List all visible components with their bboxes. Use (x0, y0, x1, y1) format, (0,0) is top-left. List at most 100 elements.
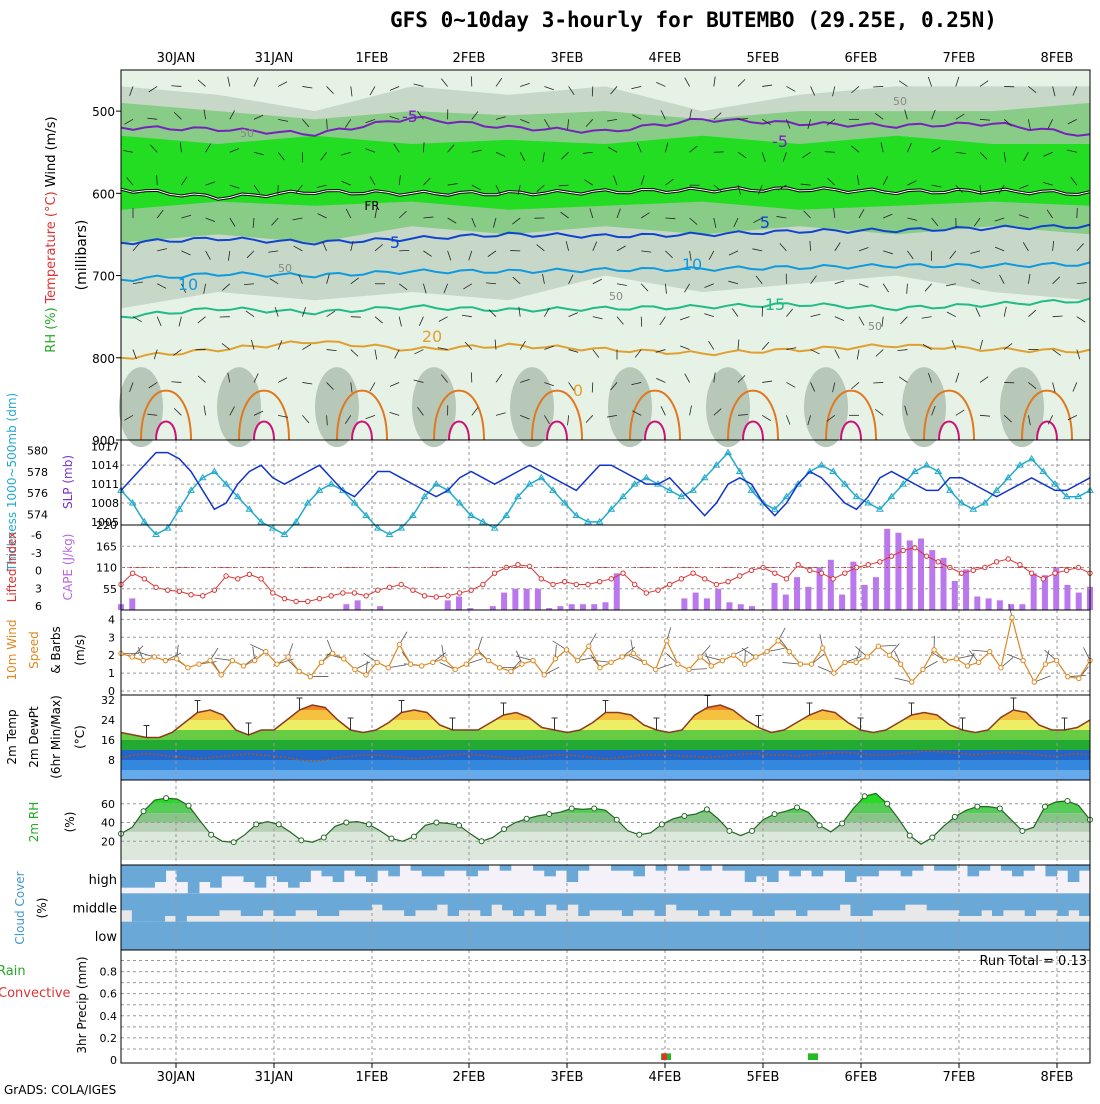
wind-barb (399, 250, 409, 251)
cloud-cell (546, 893, 557, 904)
date-label-top: 5FEB (747, 51, 780, 66)
cloud-cell (1012, 922, 1024, 950)
cloud-cell (578, 865, 590, 871)
cloud-cell (230, 893, 241, 910)
cape-bar (501, 593, 507, 610)
series-wind-speed-point (509, 669, 513, 673)
date-label-bottom: 3FEB (551, 1070, 584, 1085)
cloud-cell (466, 922, 478, 950)
contour-label: 10 (178, 275, 198, 294)
precip-ytick-label: 0 (110, 1054, 117, 1067)
upper-ylabel-part: Temperature (°C) (44, 191, 59, 304)
series-lifted-index-point (1053, 571, 1057, 575)
cape-bar (918, 539, 924, 610)
cloud-cell (1036, 893, 1047, 910)
rh2m-ylabel: 2m RH (27, 802, 41, 843)
rh-ytick-label: 20 (101, 835, 115, 848)
cape-bar (952, 581, 958, 610)
series-lifted-index-point (492, 571, 496, 575)
series-wind-speed-point (163, 658, 167, 662)
cape-bar (997, 600, 1003, 610)
wind-ytick-label: 1 (108, 667, 115, 680)
date-label-bottom: 5FEB (747, 1070, 780, 1085)
cloud-cell (244, 865, 256, 882)
upper-ytick-label: 500 (92, 105, 115, 119)
cloud-cell (188, 922, 200, 950)
cloud-cell (415, 893, 426, 910)
series-lifted-index-point (271, 591, 275, 595)
cloud-cell (344, 922, 356, 950)
series-wind-speed-point (743, 662, 747, 666)
contour-label: 20 (422, 327, 442, 346)
cloud-cell (544, 922, 556, 950)
date-label-top: 6FEB (845, 51, 878, 66)
cloud-cell (266, 922, 278, 950)
cloud-cell (455, 922, 467, 950)
cloud-cell (284, 893, 295, 916)
cloud-cell (878, 922, 890, 950)
precip-ylabel: 3hr Precip (mm) (75, 956, 89, 1053)
series-wind-speed-point (932, 648, 936, 652)
series-wind-speed-point (141, 658, 145, 662)
series-2m-rh-point (344, 820, 349, 825)
cloud-cell (948, 893, 959, 910)
cloud-cell (687, 893, 698, 910)
series-wind-speed-point (943, 658, 947, 662)
cape-bar (749, 606, 755, 610)
rh2m-unit: (%) (63, 812, 77, 833)
cloud-cell (255, 865, 267, 888)
cloud-cell (767, 865, 779, 882)
cloud-cell (818, 893, 829, 910)
wind-ylabel-2: Speed (27, 631, 41, 669)
series-wind-speed-point (776, 639, 780, 643)
cloud-cell (355, 922, 367, 950)
series-wind-speed-point (174, 657, 178, 661)
series-wind-speed-point (720, 658, 724, 662)
cloud-cell (934, 865, 946, 871)
cloud-cell (437, 893, 448, 904)
cloud-cell (502, 893, 513, 910)
rh-color-band (121, 804, 1090, 813)
cloud-cell (867, 922, 879, 950)
cloud-cell (444, 922, 456, 950)
series-2m-rh-point (479, 839, 484, 844)
series-lifted-index-point (621, 571, 625, 575)
cloud-cell (654, 893, 665, 916)
cloud-cell (1068, 922, 1080, 950)
cape-bar (535, 589, 541, 610)
cloud-cell (522, 922, 534, 950)
pressure-axis-label: (millibars) (74, 220, 90, 291)
cloud-cell (959, 893, 970, 916)
series-wind-speed-point (1077, 676, 1081, 680)
wind-barb (1077, 208, 1078, 218)
cloud-cell (393, 893, 404, 910)
series-2m-rh-point (592, 806, 597, 811)
series-2m-rh-point (164, 796, 169, 801)
temp-ytick-label: 8 (108, 754, 115, 767)
cloud-cell (927, 893, 938, 910)
cape-bar (1019, 604, 1025, 610)
cape-bar (772, 583, 778, 610)
series-wind-speed-point (687, 667, 691, 671)
cloud-unit: (%) (35, 898, 49, 919)
cloud-cell (377, 922, 389, 950)
cloud-cell (154, 922, 166, 950)
cloud-cell (912, 922, 924, 950)
cloud-cell (861, 893, 872, 916)
series-2m-rh-point (659, 822, 664, 827)
wind-ytick-label: 2 (108, 649, 115, 662)
series-lifted-index-point (714, 582, 718, 586)
cloud-cell (709, 893, 720, 910)
precip-total-bar (808, 1053, 818, 1060)
cloud-cell (433, 922, 445, 950)
series-wind-speed-point (965, 664, 969, 668)
cloud-cell (812, 922, 824, 950)
wind-barb (157, 175, 158, 185)
date-label-bottom: 30JAN (157, 1070, 196, 1085)
series-wind-speed-point (130, 655, 134, 659)
cloud-cell (678, 865, 690, 871)
cloud-cell (823, 865, 835, 871)
date-label-bottom: 1FEB (356, 1070, 389, 1085)
